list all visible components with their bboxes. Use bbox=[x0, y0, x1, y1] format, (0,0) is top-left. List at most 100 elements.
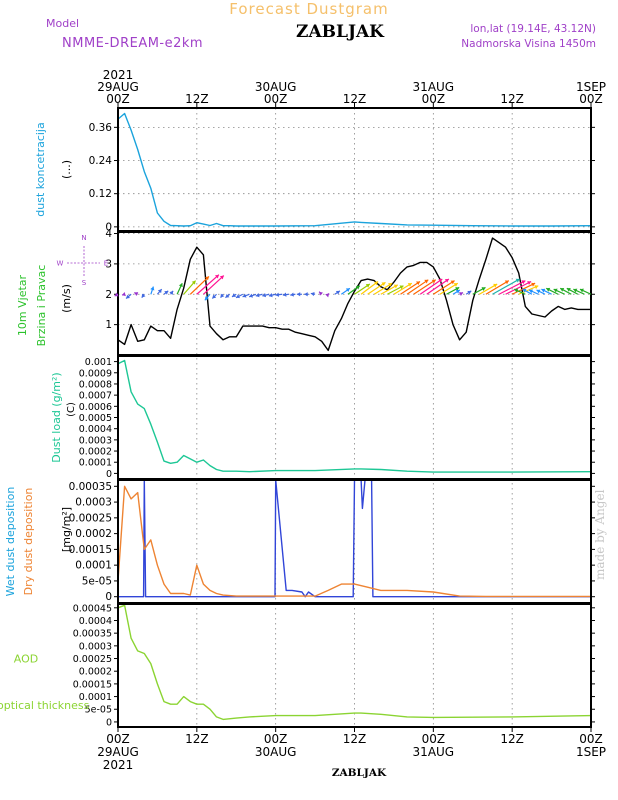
wind-arrow-head bbox=[212, 294, 217, 299]
wind-arrow-head bbox=[374, 281, 379, 286]
wind-arrow-head bbox=[416, 281, 421, 286]
deposition-line-0 bbox=[118, 479, 591, 598]
y-axis-label-2: Dry dust deposition bbox=[22, 488, 35, 596]
wind-arrow-head bbox=[522, 288, 527, 293]
x-tick-label-top: 00Z bbox=[579, 92, 603, 106]
x-tick-label-top: 00Z bbox=[422, 92, 446, 106]
y-tick-label: 0.0005 bbox=[79, 413, 112, 424]
wind-arrow-shaft bbox=[433, 280, 455, 295]
wind-arrow-head bbox=[455, 289, 460, 294]
wind-arrow-head bbox=[282, 292, 287, 297]
wind-arrow-shaft bbox=[426, 278, 450, 295]
wind-arrow-head bbox=[319, 291, 324, 296]
y-tick-label: 0.0001 bbox=[75, 560, 112, 572]
wind-arrow-head bbox=[438, 278, 443, 283]
wind-line-0 bbox=[117, 237, 591, 352]
wind-arrow-head bbox=[431, 279, 436, 284]
wind-arrow-head bbox=[529, 289, 534, 294]
footer-station: ZABLJAK bbox=[331, 767, 387, 779]
x-tick-label-bottom: 00Z bbox=[264, 732, 288, 746]
wind-arrow-head bbox=[579, 288, 584, 293]
y-tick-label: 0 bbox=[105, 591, 112, 603]
y-tick-label: 0.0003 bbox=[75, 497, 112, 509]
wind-arrow-head bbox=[122, 292, 126, 297]
wind-arrow-head bbox=[325, 293, 330, 298]
x-tick-label-bottom: 00Z bbox=[106, 732, 130, 746]
y-tick-label: 0.0009 bbox=[79, 368, 112, 379]
wind-arrow-head bbox=[268, 293, 273, 298]
wind-arrow-head bbox=[345, 288, 350, 293]
wind-arrow-head bbox=[150, 286, 155, 291]
y-axis-label-line2: Brzina i Pravac bbox=[35, 265, 48, 347]
wind-arrow-head bbox=[225, 293, 230, 298]
wind-arrow-head bbox=[126, 294, 131, 299]
wind-arrow-head bbox=[560, 288, 565, 292]
y-tick-label: 0.0001 bbox=[79, 692, 112, 703]
y-axis-label: Wet dust deposition bbox=[4, 487, 17, 597]
wind-arrow-shaft bbox=[196, 274, 220, 295]
wind-arrow-head bbox=[141, 293, 146, 298]
forecast-title: Forecast Dustgram bbox=[229, 0, 389, 18]
y-tick-label: 5e-05 bbox=[82, 575, 112, 587]
y-tick-label: 0.0003 bbox=[79, 641, 112, 652]
compass-west: W bbox=[57, 260, 64, 268]
wind-arrow-head bbox=[310, 291, 315, 297]
wind-arrow-head bbox=[459, 292, 464, 296]
wind-arrow-head bbox=[481, 287, 486, 291]
x-tick-label-bottom: 29AUG bbox=[97, 745, 139, 759]
wind-arrow-head bbox=[393, 284, 398, 289]
y-axis-label: dust koncetracija bbox=[34, 122, 47, 216]
y-tick-label: 4 bbox=[105, 228, 112, 240]
wind-arrow-head bbox=[169, 290, 174, 295]
y-tick-label: 0.00045 bbox=[73, 603, 112, 614]
wind-arrow-head bbox=[296, 292, 301, 297]
wind-arrow-shaft bbox=[202, 275, 225, 295]
wind-arrow-head bbox=[191, 280, 196, 285]
deposition-line-1 bbox=[117, 485, 591, 598]
y-tick-label: 0.00035 bbox=[73, 629, 112, 640]
y-axis-unit: [mg/m²] bbox=[60, 507, 73, 552]
model-name: NMME-DREAM-e2km bbox=[62, 36, 204, 51]
wind-arrow-head bbox=[521, 280, 526, 285]
y-tick-label: 2 bbox=[105, 289, 112, 301]
wind-arrow-head bbox=[220, 293, 225, 298]
wind-arrow-shaft bbox=[367, 281, 386, 295]
wind-arrow-head bbox=[365, 284, 370, 288]
wind-arrow-head bbox=[450, 280, 455, 285]
wind-arrow-head bbox=[424, 279, 429, 284]
wind-arrow-head bbox=[515, 278, 520, 283]
wind-arrow-shaft bbox=[406, 279, 429, 295]
aod-line-0 bbox=[117, 604, 592, 721]
wind-arrow-head bbox=[249, 293, 254, 298]
x-tick-label-top: 29AUG bbox=[97, 80, 139, 94]
x-tick-label-bottom: 12Z bbox=[500, 732, 524, 746]
y-tick-label: 3 bbox=[105, 258, 112, 270]
x-tick-label-bottom: 31AUG bbox=[413, 745, 455, 759]
wind-arrow-head bbox=[534, 285, 539, 290]
wind-arrow-head bbox=[236, 294, 240, 299]
dust-load-line-0 bbox=[117, 359, 592, 473]
station-coordinates: lon,lat (19.14E, 43.12N) bbox=[470, 23, 596, 35]
wind-arrow-head bbox=[242, 293, 247, 298]
wind-arrow-shaft bbox=[498, 280, 526, 295]
x-tick-label-bottom: 00Z bbox=[422, 732, 446, 746]
wind-arrow-head bbox=[381, 282, 386, 287]
wind-arrow-shaft bbox=[511, 282, 536, 295]
compass-north: N bbox=[81, 234, 86, 242]
wind-arrow-head bbox=[455, 287, 460, 291]
y-tick-label: 0.0008 bbox=[79, 379, 112, 390]
y-tick-label: 0.24 bbox=[89, 155, 113, 167]
wind-arrow-head bbox=[514, 288, 519, 293]
x-tick-label-top: 31AUG bbox=[413, 80, 455, 94]
wind-arrow-head bbox=[164, 290, 169, 295]
wind-arrow-shaft bbox=[393, 282, 413, 295]
wind-arrow-head bbox=[527, 281, 532, 285]
wind-arrow-head bbox=[546, 287, 551, 292]
wind-arrow-shaft bbox=[439, 282, 459, 295]
x-tick-label-bottom: 30AUG bbox=[255, 745, 297, 759]
y-tick-label: 0.0007 bbox=[79, 391, 112, 402]
y-tick-label: 0.00015 bbox=[69, 544, 112, 556]
wind-arrow-head bbox=[566, 288, 571, 292]
wind-arrow-head bbox=[453, 283, 458, 287]
